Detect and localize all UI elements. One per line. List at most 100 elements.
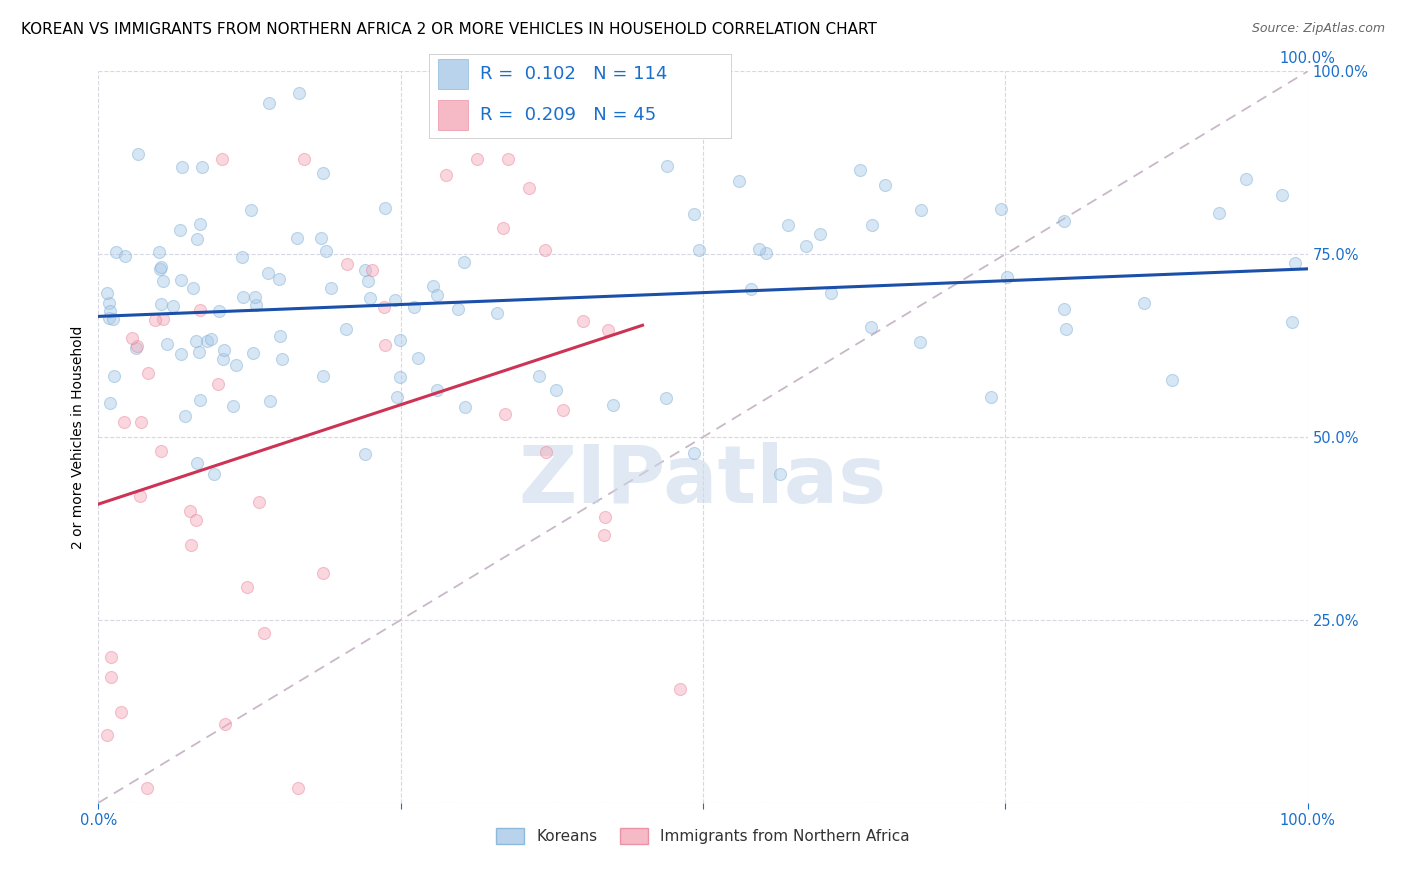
Point (374, 338, 396, 352)
Point (188, 392, 211, 407)
Point (114, 249, 136, 263)
Point (170, 273, 193, 287)
Point (860, 218, 883, 232)
Point (232, 290, 254, 304)
Bar (437, 100, 468, 130)
Point (150, 260, 173, 274)
Point (257, 266, 280, 280)
Point (910, 203, 932, 218)
Point (188, 303, 211, 318)
Point (202, 467, 225, 481)
Point (110, 705, 132, 719)
Point (688, 244, 710, 258)
Point (384, 293, 406, 307)
Point (287, 781, 309, 796)
Point (98, 310, 121, 325)
Point (247, 495, 270, 509)
Point (908, 334, 931, 349)
Point (311, 566, 333, 580)
Point (186, 232, 208, 246)
Point (536, 445, 558, 459)
Point (1281, 315, 1303, 329)
Point (173, 409, 195, 424)
Point (374, 201, 396, 215)
Point (170, 161, 193, 175)
Point (669, 682, 692, 697)
Point (980, 391, 1002, 405)
Point (335, 322, 357, 336)
Text: R =  0.102   N = 114: R = 0.102 N = 114 (481, 65, 668, 83)
Point (240, 203, 263, 218)
Point (149, 444, 172, 458)
Point (129, 489, 152, 503)
Text: ZIPatlas: ZIPatlas (519, 442, 887, 520)
Point (496, 152, 519, 166)
Point (207, 303, 229, 318)
Point (319, 281, 342, 295)
Point (1133, 296, 1156, 310)
Point (211, 152, 233, 166)
Point (336, 257, 359, 271)
Point (98, 396, 121, 410)
Point (150, 296, 173, 310)
Point (271, 352, 294, 367)
Point (315, 244, 337, 258)
Y-axis label: 2 or more Vehicles in Household: 2 or more Vehicles in Household (72, 326, 86, 549)
Point (426, 383, 449, 397)
Point (551, 402, 574, 417)
Point (748, 242, 770, 256)
Point (453, 254, 475, 268)
Point (148, 244, 170, 259)
Point (794, 238, 817, 252)
Point (755, 246, 778, 260)
Point (112, 415, 135, 429)
Point (169, 223, 191, 237)
Point (406, 351, 429, 365)
Point (162, 300, 184, 314)
Point (1053, 301, 1076, 316)
Point (186, 513, 208, 527)
Point (221, 400, 243, 414)
Point (257, 96, 280, 111)
Point (995, 269, 1018, 284)
Point (848, 163, 870, 178)
Point (180, 538, 202, 552)
Point (124, 341, 146, 355)
Point (188, 345, 211, 359)
Point (728, 174, 751, 188)
Point (207, 377, 229, 392)
Point (267, 272, 290, 286)
Point (96, 286, 118, 301)
Point (654, 391, 676, 405)
Point (534, 243, 557, 257)
Point (619, 115, 641, 129)
Point (96, 728, 118, 742)
Point (156, 337, 179, 351)
Point (494, 407, 516, 421)
Point (179, 504, 201, 518)
Point (309, 230, 332, 244)
Point (602, 398, 624, 412)
Point (492, 220, 515, 235)
Point (125, 339, 148, 353)
Point (875, 178, 897, 192)
Point (447, 301, 470, 316)
Point (103, 368, 125, 383)
Point (101, 312, 124, 326)
Point (683, 446, 706, 460)
Point (529, 368, 551, 383)
Point (287, 87, 309, 101)
Point (422, 279, 444, 293)
Point (388, 333, 411, 347)
Point (191, 160, 214, 174)
Point (183, 281, 205, 295)
Point (152, 274, 174, 288)
Point (98, 304, 121, 318)
Point (143, 312, 166, 326)
Point (186, 457, 208, 471)
Point (769, 467, 792, 481)
Point (486, 306, 509, 320)
Point (354, 262, 377, 277)
Point (359, 291, 381, 305)
Point (820, 285, 842, 300)
